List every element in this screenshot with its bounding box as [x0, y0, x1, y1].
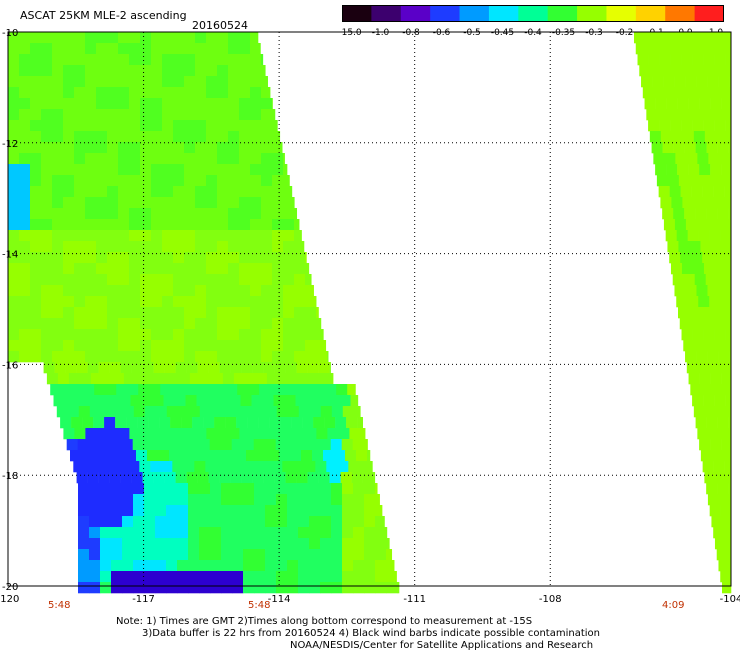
- lon-tick-label: -117: [132, 594, 155, 605]
- lat-tick-label: -10: [2, 28, 18, 39]
- pass-time-left: 5:48: [48, 600, 70, 611]
- lon-tick-label: -120: [0, 594, 19, 605]
- footer-note-line2: 3)Data buffer is 22 hrs from 20160524 4)…: [142, 628, 600, 639]
- lon-tick-label: -104: [720, 594, 740, 605]
- footer-note-line1: Note: 1) Times are GMT 2)Times along bot…: [116, 616, 532, 627]
- lon-tick-label: -114: [268, 594, 291, 605]
- lat-tick-label: -18: [2, 471, 18, 482]
- pass-time-right: 4:09: [662, 600, 684, 611]
- lat-tick-label: -20: [2, 582, 18, 593]
- pass-time-middle: 5:48: [248, 600, 270, 611]
- lon-tick-label: -108: [539, 594, 562, 605]
- footer-credit: NOAA/NESDIS/Center for Satellite Applica…: [290, 640, 593, 651]
- lat-tick-label: -12: [2, 139, 18, 150]
- lon-tick-label: -111: [403, 594, 426, 605]
- lat-tick-label: -16: [2, 360, 18, 371]
- lat-tick-label: -14: [2, 250, 18, 261]
